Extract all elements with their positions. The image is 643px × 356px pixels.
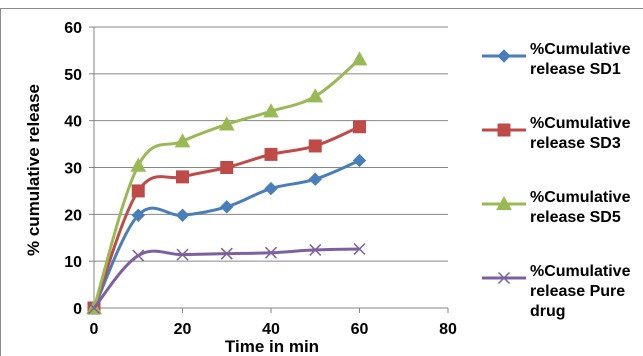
- legend-marker-pure-drug: [497, 271, 511, 285]
- x-axis-title: Time in min: [225, 337, 319, 356]
- series-group: [86, 51, 368, 315]
- data-point-sd1: [264, 181, 278, 196]
- y-tick-label: 30: [64, 161, 82, 178]
- legend-swatch-sd3: [482, 123, 526, 137]
- y-tick-label: 0: [73, 301, 82, 318]
- legend-item-sd3: %Cumulative release SD3: [480, 114, 643, 188]
- legend-marker-sd3: [497, 123, 511, 137]
- data-point-sd3: [264, 147, 278, 161]
- axis-text: % cumulative release Time in min 0 10 20 30…: [24, 20, 457, 356]
- data-point-sd3: [220, 161, 234, 174]
- y-axis-title: % cumulative release: [24, 84, 43, 256]
- data-point-sd5: [307, 88, 324, 103]
- y-tick-label: 20: [64, 207, 82, 224]
- series-line-pure-drug: [92, 247, 360, 309]
- series-sd3: [87, 120, 366, 315]
- series-line-sd1: [92, 159, 361, 309]
- data-point-sd5: [130, 157, 147, 172]
- legend-label-pure-drug: %Cumulative release Pure drug: [530, 263, 631, 320]
- legend-label-sd3: %Cumulative release SD3: [530, 115, 631, 152]
- x-tick-label: 80: [439, 321, 457, 338]
- data-point-pure-drug: [309, 243, 322, 256]
- data-point-pure-drug: [176, 248, 189, 261]
- y-tick-label: 60: [64, 20, 82, 37]
- data-point-sd1: [175, 208, 190, 222]
- data-point-sd3: [353, 120, 366, 134]
- x-tick-label: 20: [174, 321, 192, 338]
- chart-border: [0, 8, 643, 356]
- data-point-sd3: [131, 184, 145, 198]
- data-point-sd3: [176, 170, 189, 184]
- x-tick-label: 60: [351, 321, 369, 338]
- legend-swatch-sd1: [482, 49, 526, 63]
- legend-label-sd5: %Cumulative release SD5: [530, 189, 631, 226]
- gridlines: [94, 26, 448, 262]
- data-point-sd1: [131, 208, 145, 222]
- data-point-sd5: [174, 133, 191, 148]
- series-sd5: [86, 51, 368, 315]
- data-point-sd3: [308, 139, 322, 153]
- legend-marker-sd5: [496, 196, 512, 211]
- x-tick-label: 40: [262, 321, 280, 338]
- data-point-sd1: [308, 172, 322, 186]
- legend: %Cumulative release SD1 %Cumulative relea…: [480, 40, 643, 336]
- data-point-pure-drug: [220, 247, 233, 260]
- data-point-pure-drug: [132, 249, 145, 262]
- legend-marker-sd1: [497, 49, 511, 63]
- legend-item-pure-drug: %Cumulative release Pure drug: [480, 262, 643, 336]
- legend-swatch-sd5: [482, 196, 526, 211]
- legend-item-sd5: %Cumulative release SD5: [480, 188, 643, 262]
- y-tick-label: 50: [64, 67, 82, 84]
- y-tick-label: 40: [64, 114, 82, 131]
- series-sd1: [87, 153, 367, 315]
- legend-label-sd1: %Cumulative release SD1: [530, 41, 631, 78]
- legend-swatch-pure-drug: [482, 271, 526, 285]
- data-point-sd5: [218, 116, 235, 131]
- axes: [0, 8, 643, 356]
- y-tick-label: 10: [64, 254, 82, 271]
- data-point-sd5: [263, 103, 279, 118]
- data-point-sd5: [351, 51, 368, 66]
- data-point-pure-drug: [264, 246, 278, 259]
- series-pure-drug: [87, 242, 366, 315]
- data-point-pure-drug: [87, 301, 101, 315]
- data-point-sd1: [220, 200, 234, 214]
- x-tick-label: 0: [90, 321, 99, 338]
- data-point-sd1: [352, 153, 367, 168]
- legend-item-sd1: %Cumulative release SD1: [480, 40, 643, 114]
- data-point-pure-drug: [353, 242, 366, 256]
